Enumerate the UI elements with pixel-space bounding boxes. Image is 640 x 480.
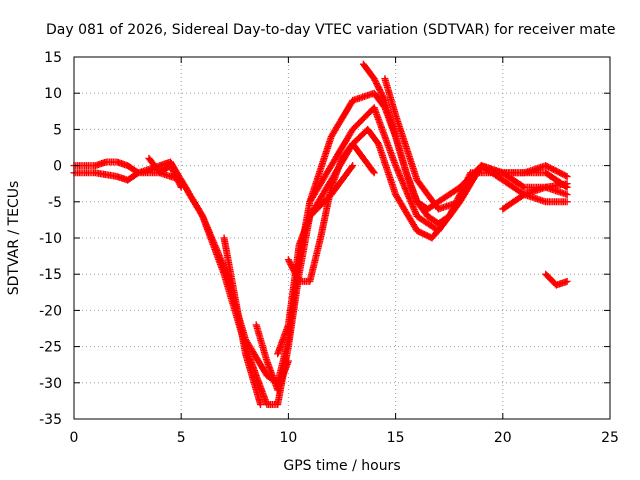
plus-markers <box>145 154 185 191</box>
series-11 <box>274 162 357 358</box>
x-tick-label: 15 <box>387 430 405 446</box>
plus-markers <box>359 60 464 227</box>
x-tick-label: 25 <box>601 430 619 446</box>
y-axis-label: SDTVAR / TECUs <box>6 181 22 296</box>
series-10 <box>252 321 292 394</box>
series-5 <box>381 75 571 213</box>
x-tick-label: 5 <box>177 430 186 446</box>
y-tick-label: 10 <box>44 86 62 102</box>
y-tick-label: 0 <box>53 159 62 175</box>
y-tick-labels: 15 10 5 0 -5 -10 -15 -20 -25 -30 -35 <box>39 50 62 428</box>
series-4 <box>359 60 464 227</box>
y-tick-label: -35 <box>39 412 62 428</box>
y-tick-label: -25 <box>39 340 62 356</box>
y-tick-label: 5 <box>53 122 62 138</box>
series-7 <box>542 270 571 289</box>
x-tick-label: 20 <box>494 430 512 446</box>
plus-markers <box>499 180 571 213</box>
y-tick-label: -10 <box>39 231 62 247</box>
series-9 <box>220 234 264 408</box>
x-tick-label: 0 <box>70 430 79 446</box>
axis-ticks <box>73 56 611 420</box>
x-tick-label: 10 <box>279 430 297 446</box>
plus-markers <box>252 321 292 394</box>
plus-markers <box>220 234 264 408</box>
plus-markers <box>542 270 571 289</box>
x-tick-labels: 0 5 10 15 20 25 <box>70 430 619 446</box>
series-12 <box>145 154 185 191</box>
chart-title: Day 081 of 2026, Sidereal Day-to-day VTE… <box>46 22 616 38</box>
y-tick-label: -5 <box>48 195 62 211</box>
series-6 <box>499 180 571 213</box>
plus-markers <box>381 75 571 213</box>
y-tick-label: -20 <box>39 303 62 319</box>
y-tick-label: -15 <box>39 267 62 283</box>
y-tick-label: -30 <box>39 376 62 392</box>
y-tick-label: 15 <box>44 50 62 66</box>
x-axis-label: GPS time / hours <box>283 458 400 474</box>
data-points <box>70 60 571 408</box>
plus-markers <box>274 162 357 358</box>
